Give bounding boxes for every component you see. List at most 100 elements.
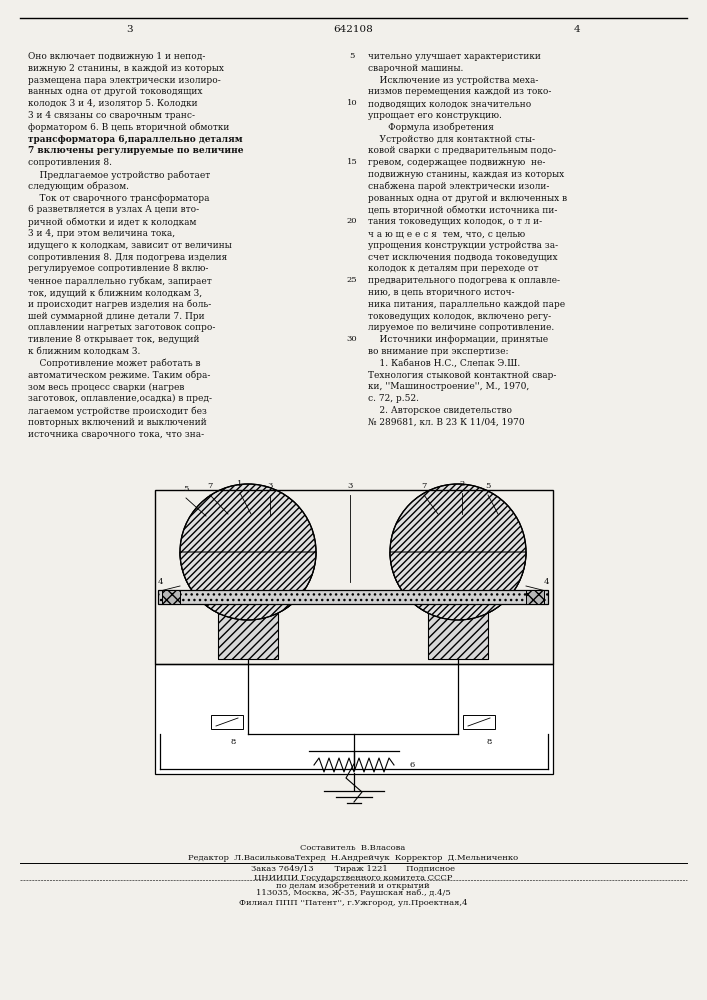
Text: лируемое по величине сопротивление.: лируемое по величине сопротивление. [368,323,554,332]
Text: ковой сварки с предварительным подо-: ковой сварки с предварительным подо- [368,146,556,155]
Text: цепь вторичной обмотки источника пи-: цепь вторичной обмотки источника пи- [368,205,557,215]
Text: чительно улучшает характеристики: чительно улучшает характеристики [368,52,541,61]
Text: 3: 3 [127,25,134,34]
Text: тивление 8 открывает ток, ведущий: тивление 8 открывает ток, ведущий [28,335,199,344]
Bar [158,590,548,604]
Text: 5: 5 [485,482,491,490]
Bar [526,590,544,604]
Text: 3 и 4 связаны со сварочным транс-: 3 и 4 связаны со сварочным транс- [28,111,195,120]
Text: 642108: 642108 [333,25,373,34]
Text: 20: 20 [346,217,357,225]
Text: 7: 7 [207,482,213,490]
Text: упрощает его конструкцию.: упрощает его конструкцию. [368,111,502,120]
Text: 4: 4 [573,25,580,34]
Polygon shape [180,552,316,620]
Text: ч а ю щ е е с я  тем, что, с целью: ч а ю щ е е с я тем, что, с целью [368,229,525,238]
Text: идущего к колодкам, зависит от величины: идущего к колодкам, зависит от величины [28,241,232,250]
Text: 4: 4 [157,578,163,586]
Text: Технология стыковой контактной свар-: Технология стыковой контактной свар- [368,371,556,380]
Text: автоматическом режиме. Таким обра-: автоматическом режиме. Таким обра- [28,371,211,380]
Text: Предлагаемое устройство работает: Предлагаемое устройство работает [28,170,210,180]
Text: 8: 8 [486,738,491,746]
Text: шей суммарной длине детали 7. При: шей суммарной длине детали 7. При [28,312,204,321]
Text: подводящих колодок значительно: подводящих колодок значительно [368,99,531,108]
Text: предварительного подогрева к оплавле-: предварительного подогрева к оплавле- [368,276,560,285]
Text: 3: 3 [347,482,353,490]
Circle shape [180,484,316,620]
Text: размещена пара электрически изолиро-: размещена пара электрически изолиро- [28,76,221,85]
Text: ника питания, параллельно каждой паре: ника питания, параллельно каждой паре [368,300,565,309]
Text: с. 72, р.52.: с. 72, р.52. [368,394,419,403]
Text: следующим образом.: следующим образом. [28,182,129,191]
Bar [218,604,278,659]
Text: тания токоведущих колодок, о т л и-: тания токоведущих колодок, о т л и- [368,217,542,226]
Text: ток, идущий к ближним колодкам 3,: ток, идущий к ближним колодкам 3, [28,288,202,298]
Text: Формула изобретения: Формула изобретения [368,123,494,132]
Bar [155,490,553,664]
Text: лагаемом устройстве происходит без: лагаемом устройстве происходит без [28,406,207,416]
Text: 15: 15 [346,158,357,166]
Text: нию, в цепь вторичного источ-: нию, в цепь вторичного источ- [368,288,515,297]
Text: рованных одна от другой и включенных в: рованных одна от другой и включенных в [368,194,567,203]
Text: ричной обмотки и идет к колодкам: ричной обмотки и идет к колодкам [28,217,197,227]
Text: Заказ 7649/13        Тираж 1221       Подписное: Заказ 7649/13 Тираж 1221 Подписное [251,865,455,873]
Polygon shape [390,552,526,620]
Text: 2. Авторское свидетельство: 2. Авторское свидетельство [368,406,512,415]
Text: Составитель  В.Власова: Составитель В.Власова [300,844,406,852]
Text: 3 и 4, при этом величина тока,: 3 и 4, при этом величина тока, [28,229,175,238]
Text: форматором 6. В цепь вторичной обмотки: форматором 6. В цепь вторичной обмотки [28,123,229,132]
Text: 5: 5 [183,485,189,493]
Text: снабжена парой электрически изоли-: снабжена парой электрически изоли- [368,182,549,191]
Text: источника сварочного тока, что зна-: источника сварочного тока, что зна- [28,430,204,439]
Text: сопротивления 8.: сопротивления 8. [28,158,112,167]
Text: A: A [486,718,493,726]
Text: ченное параллельно губкам, запирает: ченное параллельно губкам, запирает [28,276,212,286]
Text: низмов перемещения каждой из токо-: низмов перемещения каждой из токо- [368,87,551,96]
Text: 1: 1 [238,480,243,488]
Text: 6: 6 [409,761,414,769]
Bar [218,604,278,659]
Text: к ближним колодкам 3.: к ближним колодкам 3. [28,347,141,356]
Bar [428,604,488,659]
Text: гревом, содержащее подвижную  не-: гревом, содержащее подвижную не- [368,158,545,167]
Text: Оно включает подвижную 1 и непод-: Оно включает подвижную 1 и непод- [28,52,205,61]
Text: упрощения конструкции устройства за-: упрощения конструкции устройства за- [368,241,558,250]
Text: Редактор  Л.ВасильковаТехред  Н.Андрейчук  Корректор  Д.Мельниченко: Редактор Л.ВасильковаТехред Н.Андрейчук … [188,854,518,862]
Text: Исключение из устройства меха-: Исключение из устройства меха- [368,76,538,85]
Text: ЦНИИПИ Государственного комитета СССР: ЦНИИПИ Государственного комитета СССР [254,874,452,882]
Bar [155,664,553,774]
Bar [436,582,480,606]
Text: регулируемое сопротивление 8 вклю-: регулируемое сопротивление 8 вклю- [28,264,209,273]
Text: 25: 25 [346,276,357,284]
Text: и происходит нагрев изделия на боль-: и происходит нагрев изделия на боль- [28,300,211,309]
Text: 4: 4 [543,578,549,586]
Text: оплавлении нагретых заготовок сопро-: оплавлении нагретых заготовок сопро- [28,323,216,332]
Text: A: A [213,718,219,726]
Text: Сопротивление может работать в: Сопротивление может работать в [28,359,201,368]
Text: токоведущих колодок, включено регу-: токоведущих колодок, включено регу- [368,312,551,321]
Text: ки, ''Машиностроение'', М., 1970,: ки, ''Машиностроение'', М., 1970, [368,382,530,391]
Text: по делам изобретений и открытий: по делам изобретений и открытий [276,882,430,890]
Text: заготовок, оплавление,осадка) в пред-: заготовок, оплавление,осадка) в пред- [28,394,212,403]
Bar [211,715,243,729]
Bar [162,590,180,604]
Text: 7 включены регулируемые по величине: 7 включены регулируемые по величине [28,146,243,155]
Text: колодок 3 и 4, изолятор 5. Колодки: колодок 3 и 4, изолятор 5. Колодки [28,99,198,108]
Text: 3: 3 [267,482,273,490]
Bar [434,570,482,590]
Text: трансформатора 6,параллельно деталям: трансформатора 6,параллельно деталям [28,135,243,144]
Text: ванных одна от другой тоководящих: ванных одна от другой тоководящих [28,87,202,96]
Text: во внимание при экспертизе:: во внимание при экспертизе: [368,347,508,356]
Bar [162,590,180,604]
Text: вижную 2 станины, в каждой из которых: вижную 2 станины, в каждой из которых [28,64,224,73]
Text: 5: 5 [349,52,355,60]
Bar [224,570,272,590]
Text: 6 разветвляется в узлах A цепи вто-: 6 разветвляется в узлах A цепи вто- [28,205,199,214]
Bar [428,604,488,659]
Bar [463,715,495,729]
Text: Источники информации, принятые: Источники информации, принятые [368,335,548,344]
Text: № 289681, кл. В 23 К 11/04, 1970: № 289681, кл. В 23 К 11/04, 1970 [368,418,525,427]
Text: 8: 8 [230,738,235,746]
Text: повторных включений и выключений: повторных включений и выключений [28,418,206,427]
Text: 113035, Москва, Ж-35, Раушская наб., д.4/5: 113035, Москва, Ж-35, Раушская наб., д.4… [256,889,450,897]
